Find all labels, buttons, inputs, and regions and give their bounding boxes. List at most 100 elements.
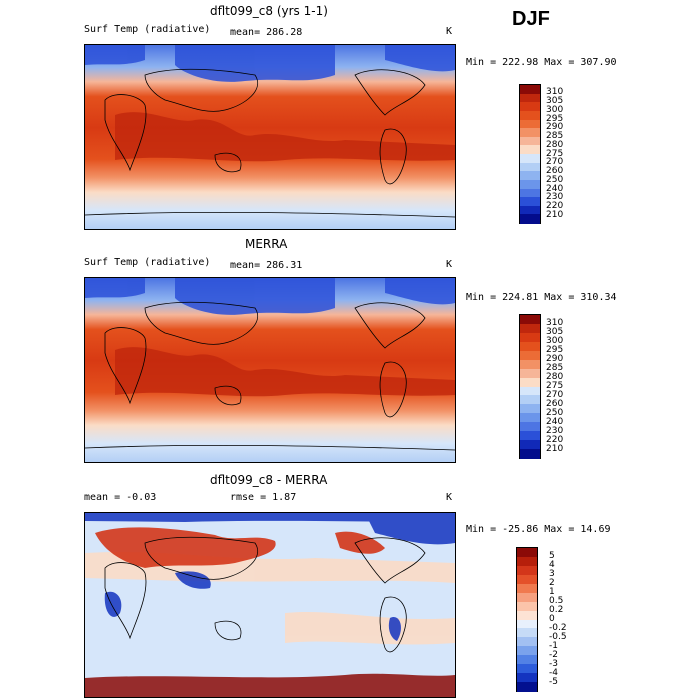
colorbar-swatch (520, 85, 540, 95)
colorbar-tick-label: -0.2 (549, 623, 567, 634)
colorbar-swatch (520, 386, 540, 396)
colorbar-swatch (520, 395, 540, 405)
colorbar-tick-label: 280 (546, 371, 564, 382)
colorbar-tick-label: 240 (546, 417, 564, 428)
colorbar-swatch (520, 145, 540, 155)
colorbar-tick-label: 260 (546, 399, 564, 410)
colorbar-swatch (517, 610, 537, 620)
colorbar-tick-label: 270 (546, 390, 564, 401)
colorbar-swatch (520, 188, 540, 198)
colorbar-tick-label: -2 (549, 650, 558, 661)
panel2-mean: mean= 286.31 (230, 260, 303, 271)
colorbar-tick-label: 2 (549, 577, 555, 588)
colorbar-tick-label: 4 (549, 559, 555, 570)
colorbar-swatch (520, 431, 540, 441)
colorbar-tick-label: 230 (546, 192, 564, 203)
colorbar-swatch (520, 162, 540, 172)
colorbar-swatch (517, 556, 537, 567)
colorbar-swatch (517, 619, 537, 629)
colorbar-tick-label: 295 (546, 113, 564, 124)
colorbar-swatch (517, 673, 537, 683)
panel2-units: K (446, 259, 453, 270)
colorbar-swatch (517, 583, 537, 594)
colorbar-tick-label: 220 (546, 435, 564, 446)
panel3-colorbar-labels: 5 4 3 2 1 0.5 0.2 0 -0.2 -0.5 -1 -2 -3 -4 -5 (549, 547, 589, 692)
panel2-title: MERRA (245, 237, 288, 251)
colorbar-tick-label: 310 (546, 87, 564, 98)
colorbar-swatch (520, 341, 540, 352)
panel3-range: Min = -25.86 Max = 14.69 (466, 524, 611, 535)
panel2-variable: Surf Temp (radiative) (84, 257, 211, 268)
colorbar-tick-label: 3 (549, 568, 555, 579)
colorbar-swatch (520, 179, 540, 189)
colorbar-swatch (520, 449, 540, 459)
colorbar-swatch (520, 315, 540, 325)
colorbar-tick-label: 260 (546, 166, 564, 176)
panel3-colorbar (516, 547, 538, 692)
panel2-colorbar-labels: 310 305 300 295 290 285 280 275 270 260 250 240 230 2… (546, 314, 586, 459)
panel3-mean: mean = -0.03 (84, 492, 157, 503)
colorbar-tick-label: 0.5 (549, 595, 564, 606)
colorbar-swatch (517, 548, 537, 558)
panel1-colorbar (519, 84, 541, 224)
colorbar-swatch (517, 601, 537, 612)
colorbar-swatch (517, 628, 537, 638)
colorbar-tick-label: 285 (546, 362, 564, 373)
panel2-range: Min = 224.81 Max = 310.34 (466, 292, 617, 303)
colorbar-tick-label: 5 (549, 550, 555, 561)
colorbar-tick-label: 275 (546, 148, 564, 159)
colorbar-swatch (517, 664, 537, 674)
colorbar-tick-label: -5 (549, 677, 558, 688)
colorbar-swatch (520, 110, 540, 120)
colorbar-swatch (520, 102, 540, 112)
colorbar-tick-label: 0.2 (549, 604, 564, 615)
colorbar-tick-label: -0.5 (549, 632, 567, 643)
colorbar-tick-label: -4 (549, 668, 558, 679)
colorbar-tick-label: 230 (546, 426, 564, 437)
colorbar-tick-label: 1 (549, 586, 555, 597)
panel3-rmse: rmse = 1.87 (230, 492, 297, 503)
panel3-map (84, 512, 456, 698)
colorbar-swatch (520, 413, 540, 423)
colorbar-swatch (520, 404, 540, 414)
colorbar-swatch (517, 592, 537, 603)
colorbar-tick-label: -1 (549, 641, 558, 652)
colorbar-tick-label: 0 (549, 614, 555, 624)
panel1-units: K (446, 26, 453, 37)
colorbar-tick-label: 300 (546, 335, 564, 346)
colorbar-swatch (517, 646, 537, 656)
colorbar-swatch (520, 119, 540, 129)
colorbar-swatch (520, 377, 540, 387)
panel3-units: K (446, 492, 453, 503)
colorbar-tick-label: 275 (546, 381, 564, 391)
colorbar-swatch (520, 359, 540, 370)
panel1-colorbar-labels: 310 305 300 295 290 285 280 275 270 260 250 240 230 2… (546, 84, 586, 224)
colorbar-tick-label: 250 (546, 174, 564, 185)
colorbar-tick-label: 210 (546, 444, 564, 455)
panel2-colorbar (519, 314, 541, 459)
colorbar-tick-label: 210 (546, 209, 564, 220)
colorbar-tick-label: 295 (546, 344, 564, 355)
colorbar-swatch (520, 205, 540, 215)
panel2-map (84, 277, 456, 463)
colorbar-swatch (517, 565, 537, 576)
season-label: DJF (512, 8, 550, 30)
colorbar-swatch (520, 154, 540, 164)
colorbar-swatch (520, 197, 540, 207)
colorbar-swatch (520, 214, 540, 224)
colorbar-swatch (520, 171, 540, 181)
colorbar-tick-label: 290 (546, 122, 564, 133)
panel1-range: Min = 222.98 Max = 307.90 (466, 57, 617, 68)
colorbar-swatch (517, 637, 537, 647)
panel1-title: dflt099_c8 (yrs 1-1) (210, 4, 328, 18)
colorbar-swatch (520, 323, 540, 334)
colorbar-tick-label: 280 (546, 139, 564, 150)
colorbar-tick-label: 240 (546, 183, 564, 194)
panel1-mean: mean= 286.28 (230, 27, 303, 38)
colorbar-tick-label: -3 (549, 659, 558, 670)
colorbar-tick-label: 310 (546, 317, 564, 328)
colorbar-tick-label: 285 (546, 131, 564, 141)
colorbar-tick-label: 305 (546, 96, 564, 106)
colorbar-swatch (520, 440, 540, 450)
colorbar-swatch (520, 332, 540, 343)
